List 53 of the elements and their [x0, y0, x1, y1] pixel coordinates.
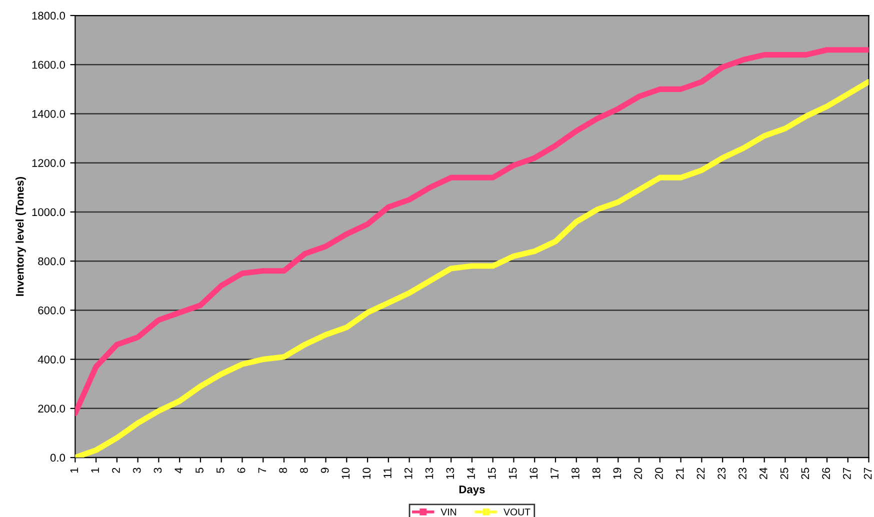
x-tick-label: 6: [237, 468, 246, 473]
x-tick-label: 18: [571, 468, 580, 479]
x-tick-label: 8: [300, 468, 308, 473]
x-tick-label: 25: [801, 468, 810, 480]
x-tick-label: 10: [362, 468, 371, 479]
x-tick-label: 2: [112, 468, 120, 473]
y-tick-label: 1800.0: [32, 12, 66, 20]
x-tick-label: 20: [655, 468, 663, 480]
legend-label: VOUT: [504, 508, 530, 516]
x-tick-label: 17: [550, 468, 558, 479]
x-tick-label: 19: [613, 468, 622, 479]
x-tick-label: 14: [467, 468, 475, 479]
x-tick-label: 15: [508, 468, 517, 479]
y-tick-label: 1400.0: [32, 110, 66, 118]
x-tick-label: 12: [404, 468, 412, 479]
y-tick-label: 0.0: [50, 454, 66, 462]
y-tick-label: 600.0: [38, 306, 66, 314]
x-tick-label: 16: [530, 468, 538, 479]
x-tick-label: 10: [342, 468, 350, 479]
x-tick-label: 3: [132, 468, 141, 474]
x-tick-label: 23: [718, 468, 726, 480]
x-tick-label: 24: [759, 468, 768, 480]
x-tick-label: 27: [842, 468, 851, 480]
x-tick-label: 1: [91, 468, 99, 473]
x-tick-label: 1: [70, 468, 78, 473]
x-tick-label: 26: [822, 468, 830, 480]
y-tick-label: 1200.0: [32, 159, 66, 167]
x-tick-label: 15: [488, 468, 496, 479]
y-tick-label: 1000.0: [32, 208, 66, 216]
y-tick-label: 1600.0: [32, 60, 66, 69]
y-tick-label: 200.0: [38, 404, 66, 413]
legend-label: VIN: [440, 508, 456, 516]
x-tick-label: 21: [676, 468, 684, 480]
y-tick-label: 800.0: [38, 257, 66, 266]
x-tick-label: 5: [216, 468, 224, 473]
x-tick-label: 9: [320, 468, 329, 473]
y-tick-label: 400.0: [38, 356, 66, 364]
x-tick-label: 25: [780, 468, 788, 480]
x-tick-label: 8: [279, 468, 287, 473]
x-tick-label: 7: [258, 468, 266, 473]
y-axis-title: Inventory level (Tones): [16, 176, 26, 296]
x-tick-label: 5: [196, 468, 204, 473]
x-tick-label: 22: [696, 468, 705, 480]
x-tick-label: 13: [446, 468, 454, 479]
x-tick-label: 27: [864, 468, 872, 480]
x-tick-label: 11: [384, 468, 392, 478]
x-tick-label: 20: [634, 468, 642, 480]
x-tick-label: 13: [425, 468, 434, 479]
x-tick-label: 23: [738, 468, 746, 480]
x-tick-label: 18: [592, 468, 600, 479]
x-tick-label: 3: [154, 468, 162, 474]
x-tick-label: 4: [174, 468, 182, 474]
x-axis-title: Days: [459, 486, 485, 496]
